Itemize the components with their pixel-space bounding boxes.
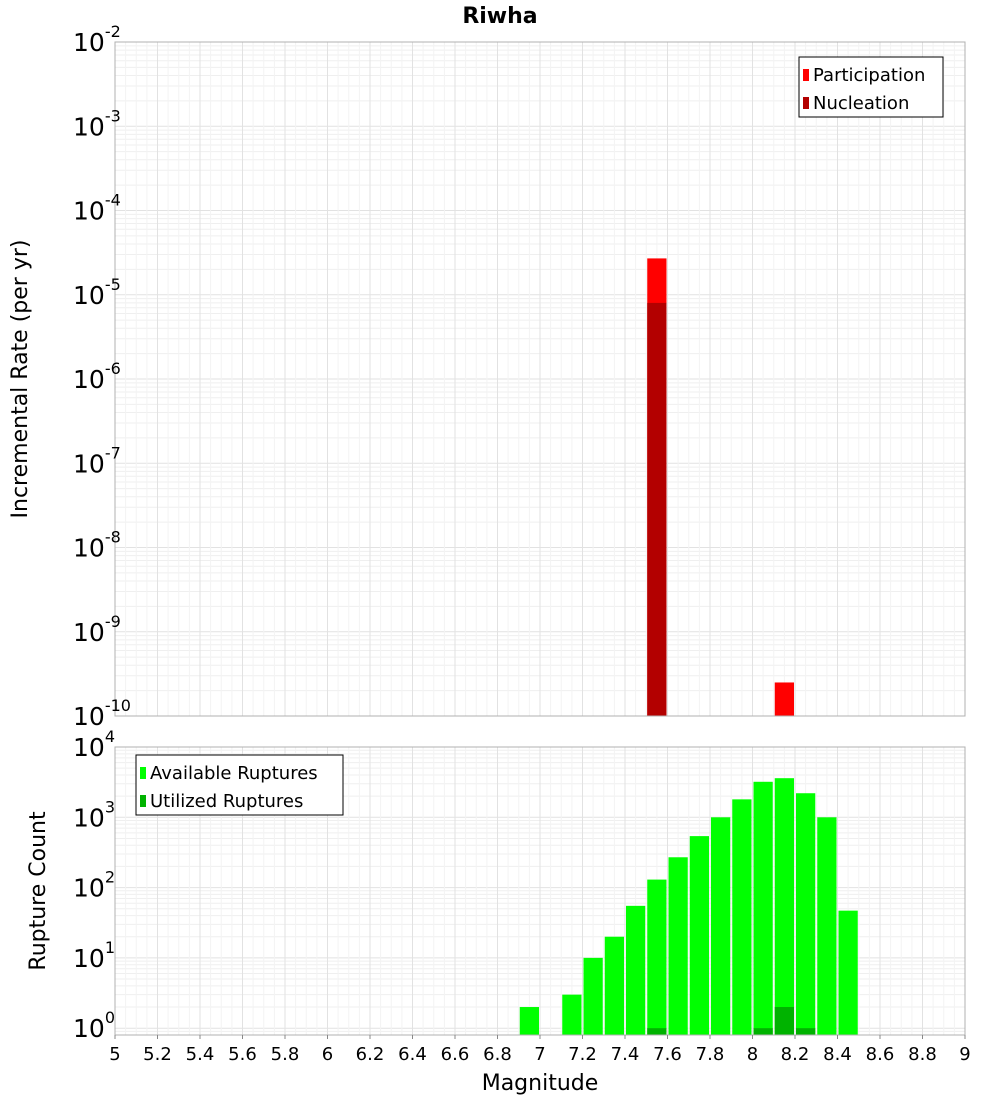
x-tick-label: 5.4 (186, 1044, 215, 1065)
legend-swatch (140, 795, 146, 807)
bar (519, 1007, 539, 1035)
bar (647, 302, 667, 716)
y-tick-label: 10-10 (73, 696, 131, 731)
x-tick-label: 7.4 (611, 1044, 640, 1065)
legend: Available Ruptures Utilized Ruptures (135, 754, 344, 816)
x-tick-label: 8 (747, 1044, 758, 1065)
y-tick-label: 104 (73, 727, 115, 762)
x-tick-label: 6.8 (483, 1044, 512, 1065)
x-tick-label: 6 (322, 1044, 333, 1065)
bottom-panel: 100 101 102 103 104 Rupture Count 5 5.2 5.4 5.6 5.… (26, 727, 971, 1096)
bar (796, 793, 816, 1035)
x-tick-label: 8.8 (908, 1044, 937, 1065)
y-tick-label: 10-9 (73, 612, 121, 647)
y-tick-label: 10-8 (73, 528, 121, 563)
x-tick-label: 5.2 (143, 1044, 172, 1065)
x-tick-label: 6.4 (398, 1044, 427, 1065)
x-axis-label: Magnitude (482, 1071, 599, 1096)
bar (583, 957, 603, 1035)
y-tick-label: 10-7 (73, 443, 121, 478)
legend-label: Utilized Ruptures (150, 791, 303, 812)
x-tick-label: 7.8 (696, 1044, 725, 1065)
bar (711, 817, 731, 1035)
legend: Participation Nucleation (798, 56, 944, 118)
bar (753, 781, 773, 1035)
x-tick-label: 8.2 (781, 1044, 810, 1065)
bar (838, 910, 858, 1035)
bar (732, 799, 752, 1035)
x-tick-label: 9 (959, 1044, 970, 1065)
y-tick-label: 10-6 (73, 359, 121, 394)
legend-box (798, 56, 944, 118)
y-tick-label: 10-2 (73, 22, 121, 57)
plot-frame (114, 41, 966, 717)
x-tick-label: 5.6 (228, 1044, 257, 1065)
y-tick-label: 100 (73, 1008, 115, 1043)
y-tick-label: 103 (73, 797, 115, 832)
bar (562, 994, 582, 1035)
bar (817, 817, 837, 1035)
x-tick-label: 5.8 (271, 1044, 300, 1065)
y-axis-label: Incremental Rate (per yr) (8, 240, 33, 519)
x-tick-label: 7.2 (568, 1044, 597, 1065)
chart-title: Riwha (462, 4, 537, 29)
legend-swatch (803, 97, 809, 109)
legend-label: Available Ruptures (150, 763, 318, 784)
bar (626, 905, 646, 1035)
bar (689, 836, 709, 1035)
bar (796, 1028, 816, 1035)
legend-swatch (803, 69, 809, 81)
x-tick-label: 7.6 (653, 1044, 682, 1065)
bar (774, 1007, 794, 1035)
y-tick-label: 10-3 (73, 106, 121, 141)
legend-label: Participation (813, 65, 925, 86)
x-tick-label: 6.6 (441, 1044, 470, 1065)
bar (647, 1028, 667, 1035)
x-tick-label: 7 (534, 1044, 545, 1065)
y-tick-label: 102 (73, 868, 115, 903)
bar (774, 778, 794, 1035)
y-tick-label: 10-4 (73, 191, 121, 226)
bar (647, 879, 667, 1035)
bar (753, 1028, 773, 1035)
x-tick-label: 6.2 (356, 1044, 385, 1065)
top-panel: 10-10 10-9 10-8 10-7 10-6 10-5 10-4 10-3 10-2 Inc… (8, 22, 966, 731)
legend-label: Nucleation (813, 93, 909, 114)
y-tick-label: 10-5 (73, 275, 121, 310)
y-tick-label: 101 (73, 938, 115, 973)
legend-box (135, 754, 344, 816)
y-axis-label: Rupture Count (26, 811, 51, 971)
bar (774, 682, 794, 716)
bar (668, 857, 688, 1035)
legend-swatch (140, 767, 146, 779)
bar (604, 936, 624, 1035)
x-tick-label: 8.4 (823, 1044, 852, 1065)
x-tick-label: 5 (109, 1044, 120, 1065)
x-tick-label: 8.6 (866, 1044, 895, 1065)
